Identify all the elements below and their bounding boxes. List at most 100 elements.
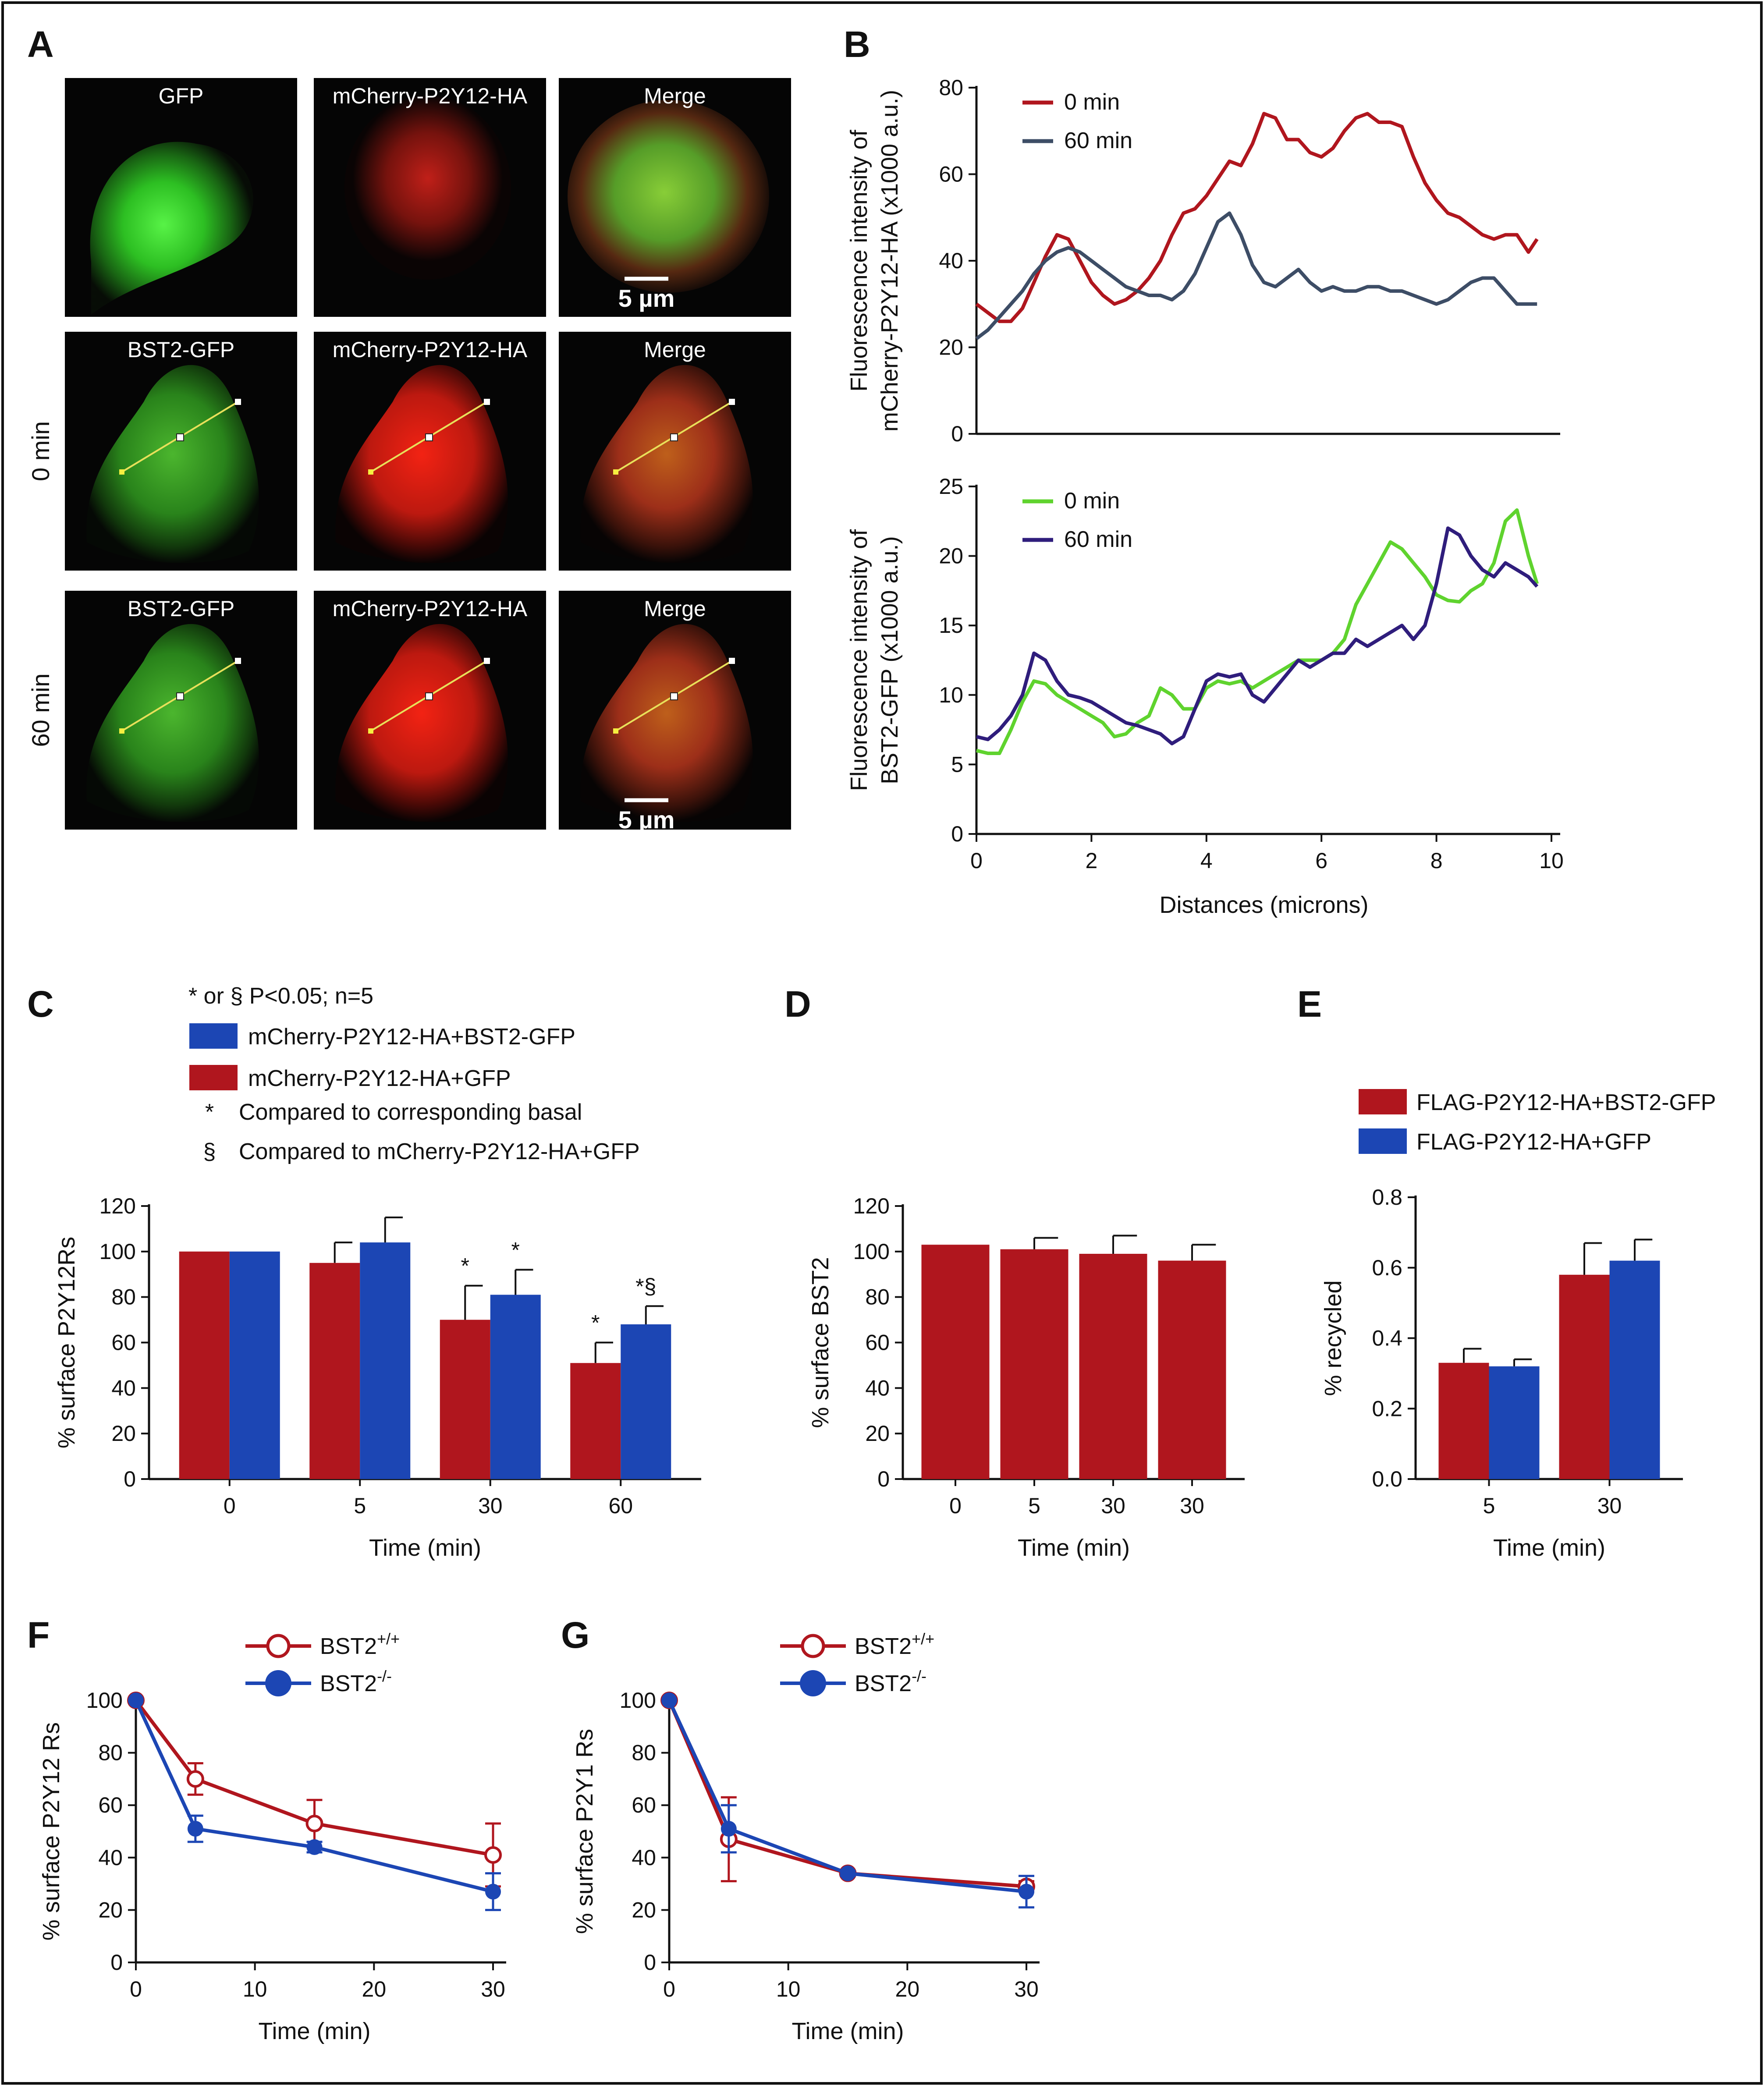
y-tick-label: 100 xyxy=(853,1239,890,1264)
series-line-1 xyxy=(134,1699,493,1894)
footnote-symbol-1: § xyxy=(203,1139,216,1164)
scan-end-marker xyxy=(729,399,735,405)
y-tick-label: 20 xyxy=(865,1421,890,1446)
data-point xyxy=(721,1821,737,1837)
panel-letter-e: E xyxy=(1297,983,1322,1025)
bar-3-0 xyxy=(570,1363,621,1479)
x-tick-label: 5 xyxy=(1483,1494,1495,1518)
x-tick-label: 0 xyxy=(130,1977,142,2001)
micrograph-label: BST2-GFP xyxy=(128,596,234,621)
scan-mid-marker xyxy=(425,433,433,441)
y-axis-label: % surface P2Y12Rs xyxy=(53,1237,80,1448)
cell-body xyxy=(90,142,253,315)
legend-label-1: mCherry-P2Y12-HA+GFP xyxy=(248,1066,511,1091)
y-tick-label: 40 xyxy=(98,1845,123,1870)
data-point xyxy=(840,1865,856,1881)
bar-1-0 xyxy=(309,1263,360,1479)
data-point xyxy=(485,1884,501,1900)
legend-marker xyxy=(800,1670,826,1696)
y-tick-label: 0.4 xyxy=(1372,1326,1402,1351)
scan-start-marker xyxy=(613,469,618,475)
x-tick-label: 10 xyxy=(776,1977,801,2001)
x-tick-label: 60 xyxy=(608,1494,633,1518)
data-point xyxy=(1019,1884,1034,1900)
y-tick-label: 40 xyxy=(632,1845,656,1870)
y-tick-label: 25 xyxy=(939,474,963,499)
bar-2-1 xyxy=(490,1295,541,1479)
y-tick-label: 100 xyxy=(99,1239,136,1264)
scan-end-marker xyxy=(484,658,490,664)
y-tick-label: 0.0 xyxy=(1372,1467,1402,1491)
x-axis-label: Time (min) xyxy=(792,2018,904,2044)
y-axis-label: % surface P2Y12 Rs xyxy=(38,1722,64,1941)
footnote-symbol-0: * xyxy=(205,1100,214,1125)
significance-mark: * xyxy=(461,1254,469,1278)
y-tick-label: 0.2 xyxy=(1372,1396,1402,1421)
y-axis-label-line1: Fluorescence intensity of xyxy=(846,529,872,791)
scan-start-marker xyxy=(368,728,373,734)
scan-start-marker xyxy=(119,728,124,734)
y-tick-label: 0 xyxy=(124,1467,136,1491)
cell-body xyxy=(344,96,511,280)
bar-3-1 xyxy=(621,1324,671,1479)
y-tick-label: 80 xyxy=(632,1741,656,1765)
significance-mark: * xyxy=(511,1238,520,1262)
series-line-1 xyxy=(976,526,1539,745)
y-axis-label: % surface BST2 xyxy=(807,1257,834,1428)
y-tick-label: 40 xyxy=(111,1376,136,1400)
legend-label-base: BST2 xyxy=(320,1634,377,1659)
data-point xyxy=(305,1815,323,1833)
legend-label-0: mCherry-P2Y12-HA+BST2-GFP xyxy=(248,1024,575,1050)
legend-label-base: BST2 xyxy=(855,1634,912,1659)
y-tick-label: 120 xyxy=(99,1194,136,1218)
panel-letter-g: G xyxy=(561,1614,589,1656)
series-line-0 xyxy=(976,508,1539,755)
scan-start-marker xyxy=(613,728,618,734)
x-tick-label: 20 xyxy=(895,1977,920,2001)
y-tick-label: 0.8 xyxy=(1372,1185,1402,1210)
chart-e-recycled: 0.0 0.2 0.4 0.6 0.8 5 30 Time (min) % recycled xyxy=(1320,1185,1683,1561)
bar-1-1 xyxy=(360,1242,411,1479)
y-tick-label: 0.6 xyxy=(1372,1256,1402,1280)
y-axis-label-line2: BST2-GFP (x1000 a.u.) xyxy=(877,536,903,784)
y-tick-label: 60 xyxy=(98,1793,123,1817)
legend-label-0: FLAG-P2Y12-HA+BST2-GFP xyxy=(1416,1090,1716,1115)
legend-label-superscript: +/+ xyxy=(912,1630,934,1648)
y-tick-label: 0 xyxy=(951,422,963,446)
y-tick-label: 60 xyxy=(939,162,963,187)
micrograph-label: Merge xyxy=(644,596,706,621)
bar-0-0 xyxy=(179,1251,230,1479)
scan-end-marker xyxy=(235,658,241,664)
y-tick-label: 20 xyxy=(111,1421,136,1446)
x-tick-label: 30 xyxy=(481,1977,505,2001)
scan-mid-marker xyxy=(670,692,678,700)
legend-label: BST2+/+ xyxy=(855,1630,934,1659)
y-tick-label: 40 xyxy=(939,248,963,273)
legend-c: * or § P<0.05; n=5 mCherry-P2Y12-HA+BST2-… xyxy=(188,983,640,1164)
data-point xyxy=(661,1692,677,1708)
legend-label: 0 min xyxy=(1064,89,1120,115)
chart-b-mcherry-profile: 0 20 40 60 80 Fluorescence intensity of mCherr… xyxy=(846,75,1560,446)
y-tick-label: 15 xyxy=(939,613,963,638)
chart-c-surface-p2y12: 0 20 40 60 80 100 120 0 5 * * 30 * *§ 60 Time (min) % su… xyxy=(53,1194,701,1561)
scan-mid-marker xyxy=(670,433,678,441)
y-tick-label: 5 xyxy=(951,752,963,777)
y-tick-label: 60 xyxy=(865,1330,890,1355)
legend-label-superscript: +/+ xyxy=(377,1630,400,1648)
x-tick-label: 2 xyxy=(1085,848,1097,873)
significance-note: * or § P<0.05; n=5 xyxy=(188,983,373,1009)
x-tick-label: 0 xyxy=(949,1494,962,1518)
scan-start-marker xyxy=(368,469,373,475)
legend-e: FLAG-P2Y12-HA+BST2-GFP FLAG-P2Y12-HA+GFP xyxy=(1359,1089,1716,1155)
legend-swatch-1 xyxy=(189,1065,238,1090)
significance-mark: *§ xyxy=(635,1274,656,1298)
legend-label: BST2+/+ xyxy=(320,1630,400,1659)
x-tick-label: 30 xyxy=(1101,1494,1125,1518)
footnote-text-0: Compared to corresponding basal xyxy=(239,1100,582,1125)
x-axis-label: Time (min) xyxy=(1493,1535,1605,1561)
y-tick-label: 80 xyxy=(939,75,963,100)
y-tick-label: 0 xyxy=(877,1467,890,1491)
legend-label-superscript: -/- xyxy=(377,1667,392,1685)
x-tick-label: 30 xyxy=(1014,1977,1039,2001)
chart-b-bst2-profile: 0 5 10 15 20 25 0 2 4 6 8 10 Distances (microns) Fluo… xyxy=(846,474,1564,918)
